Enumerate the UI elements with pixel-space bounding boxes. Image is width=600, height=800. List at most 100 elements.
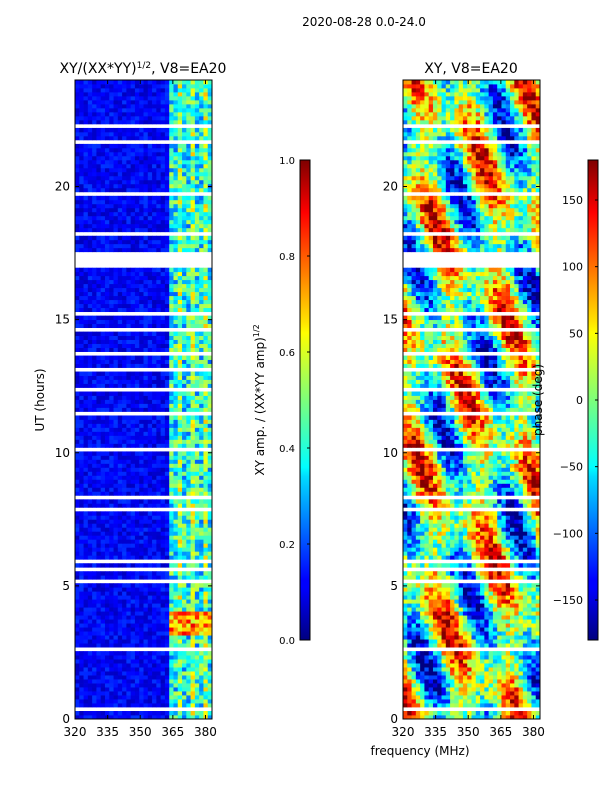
amplitude-heatmap-cell (96, 515, 102, 520)
amplitude-heatmap-cell (79, 715, 84, 719)
amplitude-heatmap-cell (109, 271, 114, 277)
amplitude-heatmap-cell (92, 683, 97, 688)
amplitude-heatmap-cell (207, 415, 212, 420)
amplitude-heatmap-cell (160, 211, 166, 217)
amplitude-heatmap-cell (182, 643, 187, 648)
amplitude-heatmap-cell (92, 179, 97, 185)
amplitude-heatmap-cell (122, 207, 127, 213)
amplitude-heatmap-cell (96, 639, 102, 644)
amplitude-heatmap-cell (143, 423, 149, 428)
phase-heatmap-cell (475, 655, 481, 660)
amplitude-heatmap-cell (147, 107, 153, 113)
amplitude-heatmap-cell (190, 463, 196, 468)
amplitude-heatmap-cell (87, 687, 93, 692)
amplitude-heatmap-cell (96, 599, 102, 604)
amplitude-heatmap-cell (130, 363, 136, 368)
amplitude-heatmap-cell (143, 211, 149, 217)
amplitude-heatmap-cell (147, 475, 153, 480)
amplitude-heatmap-cell (186, 503, 191, 508)
amplitude-heatmap-cell (194, 215, 200, 221)
amplitude-heatmap-cell (100, 547, 106, 552)
phase-heatmap-cell (492, 703, 498, 708)
amplitude-heatmap-cell (104, 87, 110, 93)
amplitude-heatmap-cell (199, 675, 204, 680)
amplitude-heatmap-cell (143, 575, 149, 580)
amplitude-heatmap-cell (173, 531, 179, 536)
amplitude-heatmap-cell (186, 399, 191, 404)
amplitude-heatmap-cell (152, 175, 157, 181)
phase-heatmap-cell (411, 703, 417, 708)
amplitude-heatmap-cell (194, 319, 200, 325)
amplitude-heatmap-cell (122, 583, 127, 588)
phase-heatmap-cell (462, 695, 468, 700)
amplitude-heatmap-cell (109, 563, 114, 568)
phase-heatmap-cell (484, 663, 490, 668)
amplitude-heatmap-cell (199, 699, 204, 704)
amplitude-heatmap-cell (177, 179, 183, 185)
amplitude-heatmap-cell (104, 267, 110, 273)
amplitude-heatmap-cell (152, 659, 157, 664)
phase-heatmap-cell (484, 695, 490, 700)
amplitude-heatmap-cell (143, 687, 149, 692)
amplitude-heatmap-cell (87, 543, 93, 548)
amplitude-heatmap-cell (199, 171, 204, 177)
amplitude-heatmap-cell (134, 623, 140, 628)
amplitude-ytick-label: 20 (55, 180, 70, 194)
amplitude-heatmap-cell (143, 315, 149, 321)
amplitude-heatmap-cell (117, 643, 123, 648)
amplitude-heatmap-cell (147, 487, 153, 492)
amplitude-heatmap-cell (164, 475, 170, 480)
amplitude-heatmap-cell (117, 103, 123, 109)
phase-heatmap-cell (432, 679, 438, 684)
amplitude-heatmap-cell (92, 271, 97, 277)
amplitude-heatmap-cell (130, 243, 136, 249)
amplitude-heatmap-cell (126, 87, 132, 93)
amplitude-heatmap-cell (87, 407, 93, 412)
amplitude-heatmap-cell (199, 359, 204, 364)
phase-heatmap-cell (505, 667, 511, 672)
amplitude-heatmap-cell (92, 519, 97, 524)
amplitude-heatmap-cell (156, 339, 162, 344)
amplitude-heatmap-cell (164, 631, 170, 636)
amplitude-heatmap-cell (169, 487, 174, 492)
amplitude-heatmap-cell (173, 87, 179, 93)
amplitude-heatmap-cell (139, 283, 144, 289)
amplitude-heatmap-cell (199, 651, 204, 656)
amplitude-heatmap-cell (113, 483, 119, 488)
amplitude-heatmap-cell (199, 83, 204, 89)
amplitude-heatmap-cell (75, 399, 80, 404)
amplitude-heatmap-cell (147, 431, 153, 436)
amplitude-heatmap-cell (122, 683, 127, 688)
amplitude-heatmap-cell (182, 331, 187, 336)
amplitude-heatmap-cell (83, 427, 89, 432)
amplitude-heatmap-cell (83, 451, 89, 456)
amplitude-heatmap-cell (147, 571, 153, 576)
amplitude-heatmap-cell (164, 431, 170, 436)
amplitude-heatmap-cell (152, 91, 157, 97)
amplitude-heatmap-cell (160, 291, 166, 297)
phase-heatmap-cell (458, 703, 464, 708)
amplitude-heatmap-cell (87, 143, 93, 149)
phase-heatmap-cell (441, 659, 447, 664)
amplitude-heatmap-cell (79, 183, 84, 189)
amplitude-heatmap-cell (152, 339, 157, 344)
amplitude-heatmap-cell (194, 171, 200, 177)
amplitude-heatmap-cell (139, 631, 144, 636)
amplitude-heatmap-cell (182, 223, 187, 229)
amplitude-heatmap-cell (130, 575, 136, 580)
amplitude-heatmap-cell (100, 183, 106, 189)
amplitude-heatmap-cell (186, 491, 191, 496)
amplitude-heatmap-cell (199, 179, 204, 185)
amplitude-heatmap-cell (199, 80, 204, 85)
amplitude-heatmap-cell (139, 527, 144, 532)
amplitude-heatmap-cell (186, 279, 191, 285)
amplitude-heatmap-cell (83, 279, 89, 285)
amplitude-heatmap-cell (160, 463, 166, 468)
amplitude-heatmap-cell (75, 603, 80, 608)
amplitude-heatmap-cell (139, 531, 144, 536)
amplitude-heatmap-cell (122, 671, 127, 676)
phase-heatmap-cell (480, 715, 485, 719)
phase-heatmap-cell (420, 671, 425, 676)
amplitude-heatmap-cell (139, 547, 144, 552)
amplitude-heatmap-cell (182, 451, 187, 456)
